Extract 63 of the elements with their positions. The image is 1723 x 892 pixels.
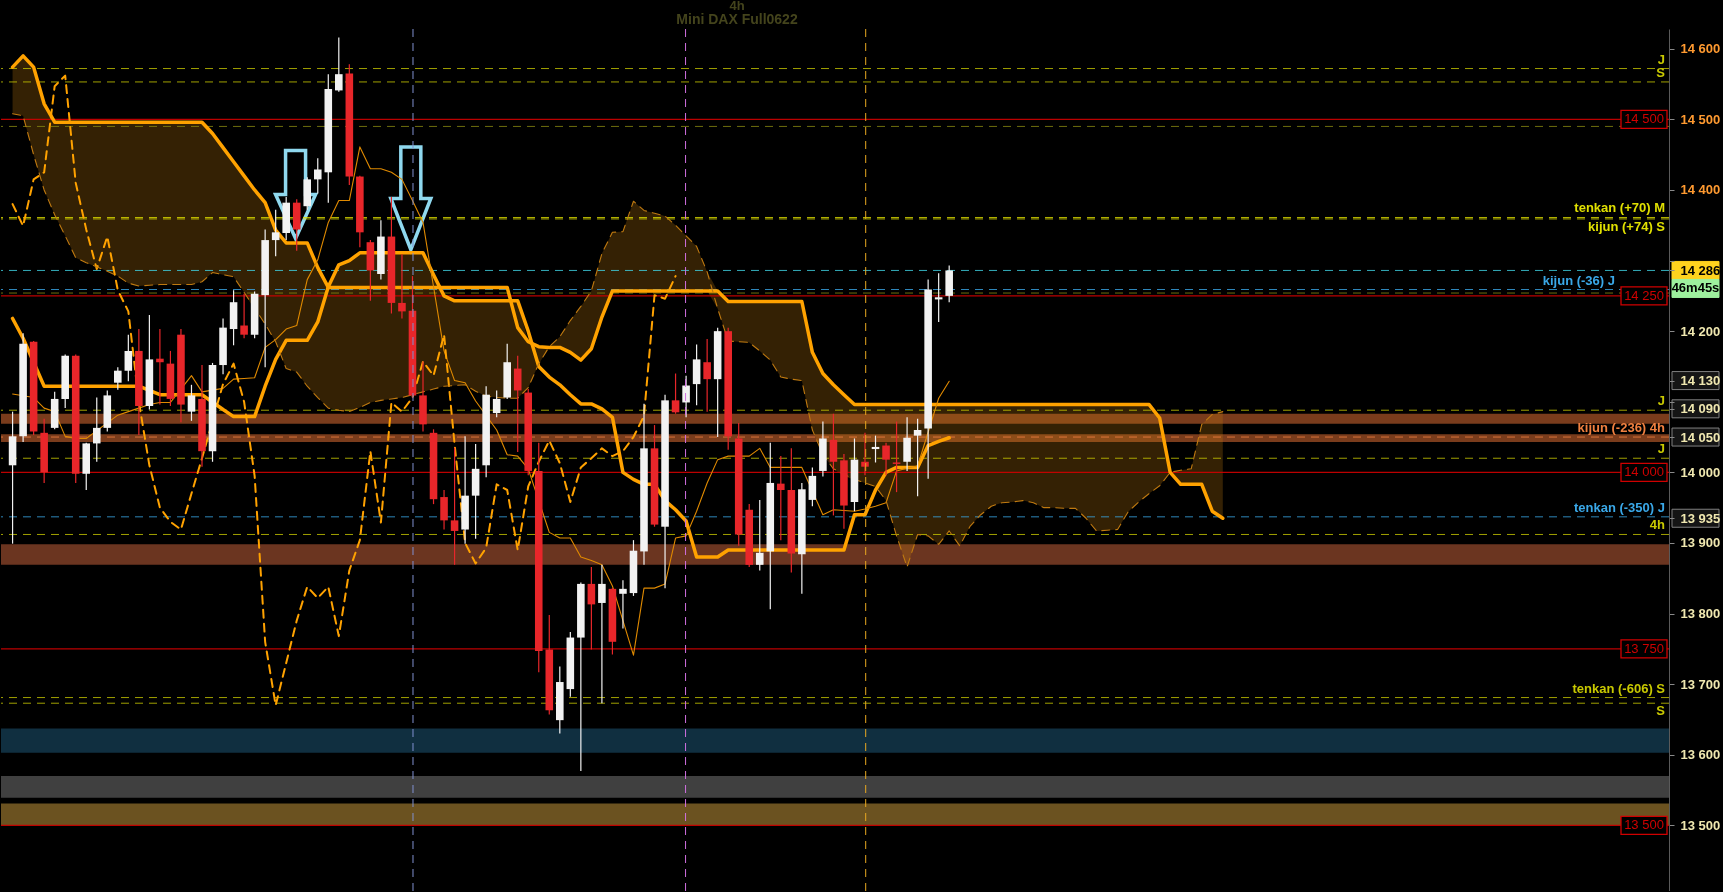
candlestick bbox=[777, 455, 785, 541]
candlestick bbox=[913, 418, 922, 497]
candlestick bbox=[903, 416, 911, 472]
candlestick bbox=[755, 499, 764, 572]
ref-line-label: kijun (-236) 4h bbox=[1577, 420, 1666, 436]
y-tick-label: 13 500 bbox=[1680, 817, 1721, 833]
candlestick bbox=[513, 355, 522, 453]
y-tick-label: 13 935 bbox=[1680, 510, 1721, 526]
y-tick-label: 13 900 bbox=[1680, 535, 1721, 551]
candlestick bbox=[335, 36, 343, 93]
ref-line-label: kijun (+74) S bbox=[1588, 218, 1666, 234]
candlestick bbox=[892, 420, 901, 493]
ref-line-label: tenkan (+70) M bbox=[1574, 200, 1665, 216]
candlestick bbox=[598, 564, 606, 704]
candlestick bbox=[671, 372, 680, 415]
ref-line-label: J bbox=[1657, 51, 1665, 67]
chart-subtitle: Mini DAX Full0622 bbox=[676, 11, 798, 27]
candlestick bbox=[271, 209, 280, 257]
candlestick bbox=[587, 566, 596, 651]
candlestick bbox=[240, 293, 248, 339]
candlestick bbox=[398, 253, 406, 320]
ref-line-label: S bbox=[1656, 703, 1666, 719]
candlestick bbox=[124, 334, 133, 382]
ref-line-label: 14 500 bbox=[1624, 111, 1664, 127]
ref-line-label: J bbox=[1657, 393, 1665, 409]
ref-line-label: J bbox=[1657, 441, 1665, 457]
candlestick bbox=[492, 389, 501, 418]
y-tick-label: 14 400 bbox=[1680, 182, 1721, 198]
ref-line-label: tenkan (-350) J bbox=[1573, 499, 1665, 515]
y-tick-label: 14 600 bbox=[1680, 41, 1721, 57]
ref-line-label: 14 250 bbox=[1624, 287, 1664, 303]
y-tick-label: 14 000 bbox=[1680, 464, 1721, 480]
chart-title: 4h bbox=[729, 0, 745, 13]
y-tick-label: 14 090 bbox=[1680, 401, 1721, 417]
y-tick-label: 14 500 bbox=[1680, 111, 1721, 127]
y-tick-label: 14 200 bbox=[1680, 323, 1721, 339]
ref-line-label: 14 000 bbox=[1624, 464, 1664, 480]
ref-line-label: kijun (-36) J bbox=[1542, 272, 1615, 288]
y-tick-label: 14 286 bbox=[1680, 262, 1721, 278]
y-tick-label: 13 800 bbox=[1680, 606, 1721, 622]
candlestick bbox=[114, 366, 122, 391]
text: 46m45s bbox=[1671, 280, 1720, 296]
candlestick bbox=[440, 489, 448, 531]
y-tick-label: 14 050 bbox=[1680, 429, 1721, 445]
candlestick bbox=[703, 338, 711, 413]
candlestick bbox=[92, 396, 101, 463]
ref-line-label: 4h bbox=[1649, 517, 1666, 533]
y-tick-label: 14 130 bbox=[1680, 373, 1721, 389]
candlestick bbox=[882, 442, 890, 476]
ref-line-label: 13 750 bbox=[1624, 640, 1664, 656]
candlestick bbox=[682, 375, 690, 418]
candlestick bbox=[187, 384, 196, 422]
ref-line-label: S bbox=[1656, 64, 1666, 80]
ref-line-label: 13 500 bbox=[1624, 817, 1664, 833]
candlestick bbox=[829, 413, 838, 517]
line-series bbox=[12, 146, 950, 656]
y-tick-label: 13 600 bbox=[1680, 747, 1721, 763]
candlestick bbox=[619, 579, 627, 629]
candlestick bbox=[450, 447, 459, 566]
ref-line-label: tenkan (-606) S bbox=[1572, 680, 1666, 696]
y-tick-label: 13 700 bbox=[1680, 676, 1721, 692]
candlestick bbox=[313, 157, 322, 195]
candlestick bbox=[861, 432, 869, 476]
